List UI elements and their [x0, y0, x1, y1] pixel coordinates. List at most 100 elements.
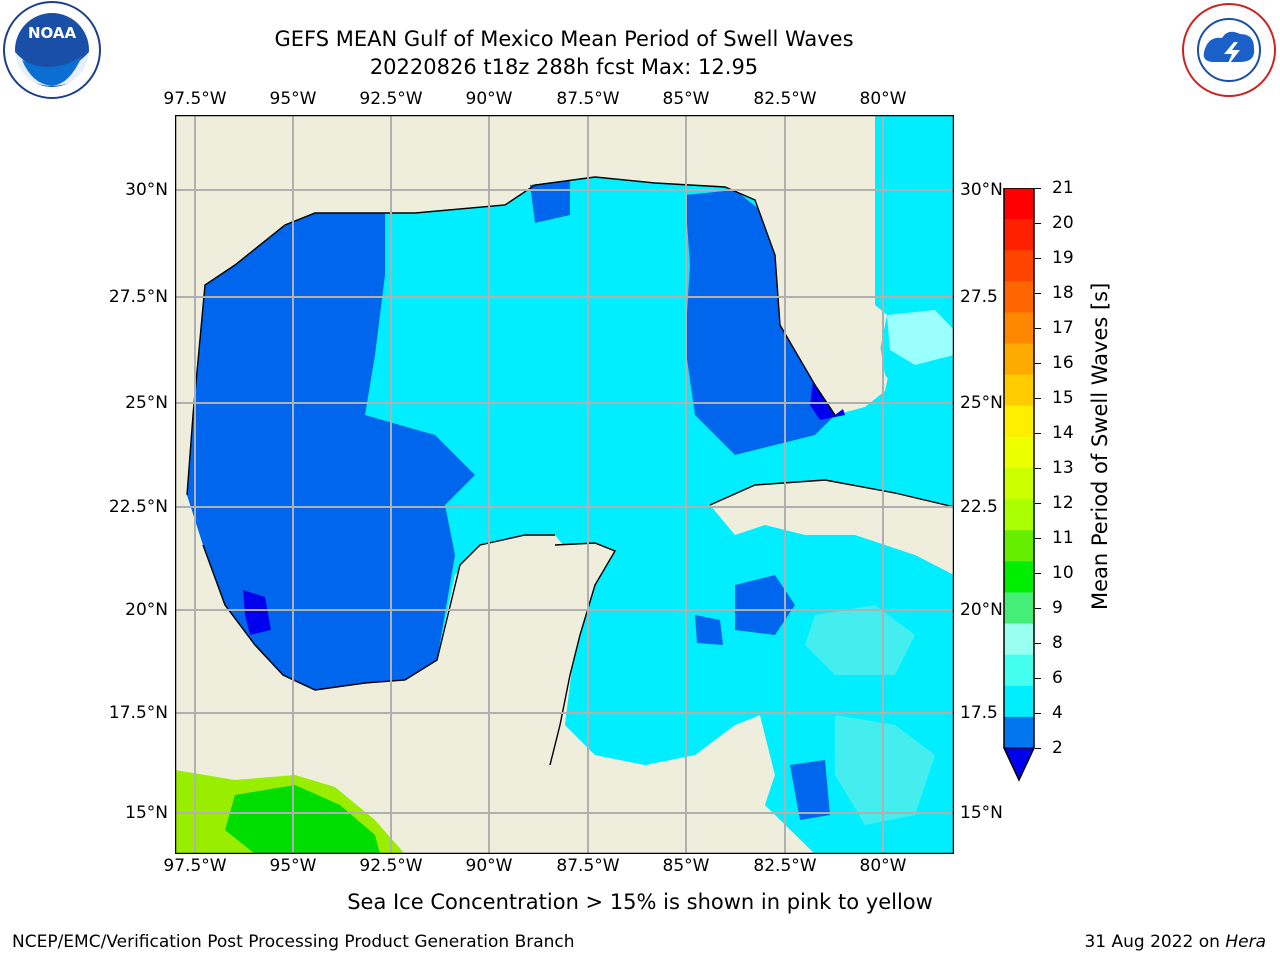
caribbean-swell-patch: [790, 760, 830, 820]
lon-label-bottom: 92.5°W: [359, 856, 423, 876]
lon-label-top: 82.5°W: [753, 89, 817, 109]
colorbar-tick-mark: [1035, 468, 1041, 469]
colorbar-tick-mark: [1035, 188, 1041, 189]
colorbar-tick-mark: [1035, 363, 1041, 364]
colorbar-segment: [1004, 219, 1034, 251]
colorbar-segment: [1004, 188, 1034, 220]
western-gulf-swell: [187, 213, 475, 690]
lat-label-right: 15°N: [960, 803, 1003, 823]
colorbar-segment: [1004, 468, 1034, 500]
lon-label-bottom: 80°W: [859, 856, 907, 876]
lon-label-top: 95°W: [269, 89, 317, 109]
noaa-logo: NOAA: [0, 0, 104, 104]
colorbar-tick-mark: [1035, 748, 1041, 749]
colorbar-tick-label: 14: [1052, 423, 1074, 443]
colorbar-tick-label: 16: [1052, 353, 1074, 373]
colorbar-tick-label: 15: [1052, 388, 1074, 408]
colorbar-tick-label: 4: [1052, 703, 1063, 723]
colorbar: [1003, 187, 1035, 782]
colorbar-segment: [1004, 592, 1034, 625]
chart-title: GEFS MEAN Gulf of Mexico Mean Period of …: [274, 27, 854, 51]
colorbar-tick-label: 17: [1052, 318, 1074, 338]
lon-label-top: 87.5°W: [556, 89, 620, 109]
colorbar-segment: [1004, 685, 1034, 718]
colorbar-segment: [1004, 374, 1034, 407]
colorbar-tick-mark: [1035, 223, 1041, 224]
colorbar-tick-label: 9: [1052, 598, 1063, 618]
colorbar-tick-label: 2: [1052, 738, 1063, 758]
pale-swell-patch: [805, 605, 915, 675]
lat-label-right: 22.5: [960, 497, 998, 517]
colorbar-segment: [1004, 312, 1034, 345]
branch-credit: NCEP/EMC/Verification Post Processing Pr…: [12, 932, 575, 952]
colorbar-tick-mark: [1035, 608, 1041, 609]
colorbar-segment: [1004, 654, 1034, 687]
colorbar-tick-mark: [1035, 573, 1041, 574]
cuba-land: [710, 480, 954, 575]
colorbar-tick-mark: [1035, 713, 1041, 714]
colorbar-segment: [1004, 343, 1034, 376]
eastern-gulf-swell: [685, 190, 835, 455]
map-area: [174, 114, 955, 855]
colorbar-tick-label: 20: [1052, 213, 1074, 233]
colorbar-segment: [1004, 436, 1034, 469]
pacific-green-region: [225, 785, 380, 854]
lon-label-bottom: 90°W: [465, 856, 513, 876]
lon-label-top: 97.5°W: [163, 89, 227, 109]
lat-label-right: 25°N: [960, 393, 1003, 413]
lat-label-left: 17.5°N: [108, 703, 168, 723]
lat-label-left: 27.5°N: [108, 287, 168, 307]
caribbean-swell-patch: [735, 575, 795, 635]
nws-logo: [1178, 0, 1280, 100]
noaa-logo-text: NOAA: [28, 24, 77, 42]
colorbar-tick-mark: [1035, 293, 1041, 294]
sea-ice-note: Sea Ice Concentration > 15% is shown in …: [347, 890, 933, 914]
colorbar-extend-arrow: [1003, 747, 1035, 782]
yucatan-land: [305, 540, 615, 854]
lon-label-bottom: 82.5°W: [753, 856, 817, 876]
colorbar-segment: [1004, 405, 1034, 438]
colorbar-tick-label: 11: [1052, 528, 1074, 548]
lat-label-right: 27.5: [960, 287, 998, 307]
colorbar-tick-mark: [1035, 538, 1041, 539]
run-date-text: 31 Aug 2022 on: [1084, 932, 1226, 952]
pale-swell-patch: [887, 310, 954, 365]
colorbar-tick-label: 8: [1052, 633, 1063, 653]
colorbar-tick-label: 10: [1052, 563, 1074, 583]
lat-label-left: 15°N: [125, 803, 168, 823]
lat-label-right: 17.5: [960, 703, 998, 723]
chart-subtitle: 20220826 t18z 288h fcst Max: 12.95: [369, 55, 759, 79]
colorbar-tick-label: 19: [1052, 248, 1074, 268]
colorbar-tick-mark: [1035, 643, 1041, 644]
colorbar-tick-label: 13: [1052, 458, 1074, 478]
lon-label-bottom: 87.5°W: [556, 856, 620, 876]
lat-label-left: 30°N: [125, 180, 168, 200]
colorbar-tick-label: 12: [1052, 493, 1074, 513]
colorbar-tick-mark: [1035, 678, 1041, 679]
map-svg: [174, 114, 955, 855]
lat-label-left: 20°N: [125, 600, 168, 620]
lon-label-bottom: 97.5°W: [163, 856, 227, 876]
graticule: [175, 115, 954, 854]
pale-swell-patch: [835, 715, 935, 825]
colorbar-tick-label: 6: [1052, 668, 1063, 688]
colorbar-label: Mean Period of Swell Waves [s]: [1088, 282, 1112, 610]
colorbar-svg: [1003, 187, 1035, 782]
lat-label-right: 30°N: [960, 180, 1003, 200]
colorbar-segment: [1004, 281, 1034, 313]
colorbar-tick-mark: [1035, 398, 1041, 399]
colorbar-tick-label: 18: [1052, 283, 1074, 303]
colorbar-segment: [1004, 561, 1034, 593]
colorbar-segment: [1004, 716, 1034, 749]
run-date: 31 Aug 2022 on Hera: [1084, 932, 1266, 952]
colorbar-segment: [1004, 250, 1034, 282]
lat-label-left: 22.5°N: [108, 497, 168, 517]
lat-label-right: 20°N: [960, 600, 1003, 620]
lat-label-left: 25°N: [125, 393, 168, 413]
colorbar-segment: [1004, 530, 1034, 562]
lon-label-bottom: 85°W: [662, 856, 710, 876]
lon-label-top: 80°W: [859, 89, 907, 109]
colorbar-tick-mark: [1035, 503, 1041, 504]
colorbar-segment: [1004, 499, 1034, 531]
colorbar-outline: [1003, 187, 1035, 782]
